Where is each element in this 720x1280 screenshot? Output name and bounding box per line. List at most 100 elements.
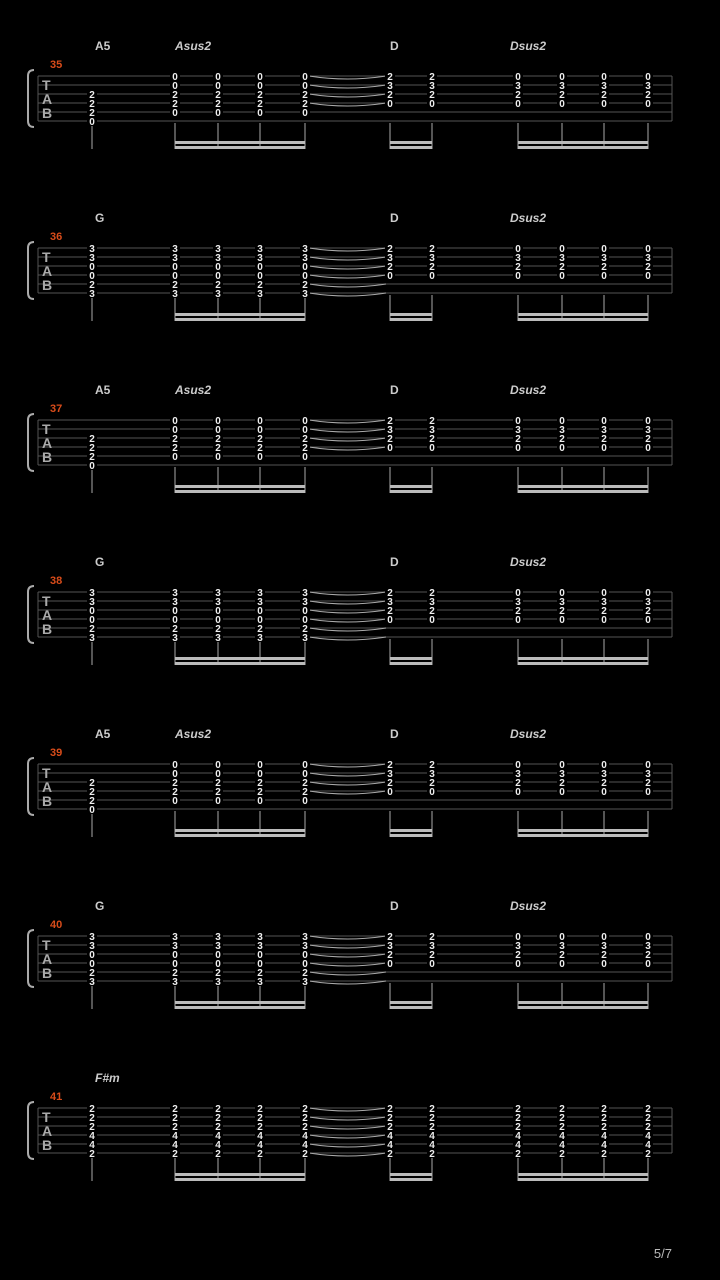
chord-label: Dsus2 bbox=[510, 899, 546, 913]
fret-number: 0 bbox=[601, 615, 607, 626]
svg-text:B: B bbox=[42, 621, 52, 637]
fret-number: 0 bbox=[172, 796, 178, 807]
fret-number: 0 bbox=[89, 805, 95, 816]
fret-number: 0 bbox=[302, 796, 308, 807]
fret-number: 2 bbox=[172, 1149, 178, 1160]
fret-number: 0 bbox=[257, 796, 263, 807]
fret-number: 0 bbox=[429, 959, 435, 970]
fret-number: 2 bbox=[429, 1149, 435, 1160]
fret-number: 2 bbox=[515, 1149, 521, 1160]
chord-label: Asus2 bbox=[174, 39, 211, 53]
fret-number: 0 bbox=[645, 959, 651, 970]
chord-label: Asus2 bbox=[174, 727, 211, 741]
fret-number: 0 bbox=[515, 787, 521, 798]
chord-label: G bbox=[95, 899, 104, 913]
fret-number: 3 bbox=[215, 633, 221, 644]
bar-number: 35 bbox=[50, 59, 62, 71]
fret-number: 0 bbox=[172, 108, 178, 119]
fret-number: 2 bbox=[601, 1149, 607, 1160]
fret-number: 3 bbox=[257, 977, 263, 988]
fret-number: 0 bbox=[645, 787, 651, 798]
fret-number: 0 bbox=[559, 271, 565, 282]
fret-number: 3 bbox=[89, 633, 95, 644]
fret-number: 3 bbox=[172, 977, 178, 988]
chord-label: D bbox=[390, 383, 399, 397]
fret-number: 0 bbox=[387, 99, 393, 110]
chord-label: A5 bbox=[95, 727, 111, 741]
fret-number: 0 bbox=[601, 787, 607, 798]
fret-number: 0 bbox=[387, 271, 393, 282]
fret-number: 0 bbox=[515, 271, 521, 282]
fret-number: 0 bbox=[559, 787, 565, 798]
fret-number: 0 bbox=[215, 452, 221, 463]
bar-number: 39 bbox=[50, 747, 62, 759]
fret-number: 2 bbox=[302, 1149, 308, 1160]
fret-number: 0 bbox=[302, 452, 308, 463]
fret-number: 0 bbox=[601, 443, 607, 454]
fret-number: 3 bbox=[172, 289, 178, 300]
svg-text:B: B bbox=[42, 1137, 52, 1153]
fret-number: 0 bbox=[601, 271, 607, 282]
fret-number: 3 bbox=[302, 289, 308, 300]
bar-number: 38 bbox=[50, 575, 62, 587]
fret-number: 0 bbox=[601, 99, 607, 110]
bar-number: 36 bbox=[50, 231, 62, 243]
fret-number: 0 bbox=[172, 452, 178, 463]
fret-number: 2 bbox=[645, 1149, 651, 1160]
chord-label: A5 bbox=[95, 383, 111, 397]
chord-label: D bbox=[390, 727, 399, 741]
fret-number: 0 bbox=[559, 959, 565, 970]
fret-number: 0 bbox=[429, 99, 435, 110]
fret-number: 3 bbox=[89, 977, 95, 988]
fret-number: 0 bbox=[215, 108, 221, 119]
fret-number: 0 bbox=[429, 443, 435, 454]
svg-text:B: B bbox=[42, 965, 52, 981]
fret-number: 2 bbox=[257, 1149, 263, 1160]
fret-number: 3 bbox=[257, 633, 263, 644]
fret-number: 0 bbox=[387, 787, 393, 798]
svg-text:B: B bbox=[42, 793, 52, 809]
fret-number: 0 bbox=[387, 615, 393, 626]
fret-number: 0 bbox=[387, 443, 393, 454]
fret-number: 0 bbox=[302, 108, 308, 119]
chord-label: D bbox=[390, 555, 399, 569]
fret-number: 0 bbox=[645, 99, 651, 110]
fret-number: 0 bbox=[559, 443, 565, 454]
chord-label: D bbox=[390, 39, 399, 53]
fret-number: 0 bbox=[601, 959, 607, 970]
fret-number: 3 bbox=[89, 289, 95, 300]
fret-number: 2 bbox=[559, 1149, 565, 1160]
svg-text:B: B bbox=[42, 449, 52, 465]
fret-number: 3 bbox=[172, 633, 178, 644]
guitar-tab-page: TAB35A5Asus2DDsus22220002200022000220002… bbox=[0, 0, 720, 1280]
fret-number: 0 bbox=[515, 959, 521, 970]
fret-number: 0 bbox=[559, 615, 565, 626]
bar-number: 41 bbox=[50, 1091, 62, 1103]
fret-number: 0 bbox=[89, 461, 95, 472]
fret-number: 3 bbox=[302, 977, 308, 988]
svg-text:B: B bbox=[42, 277, 52, 293]
fret-number: 2 bbox=[215, 1149, 221, 1160]
chord-label: Dsus2 bbox=[510, 211, 546, 225]
chord-label: Dsus2 bbox=[510, 39, 546, 53]
chord-label: Dsus2 bbox=[510, 727, 546, 741]
chord-label: G bbox=[95, 211, 104, 225]
fret-number: 3 bbox=[215, 289, 221, 300]
fret-number: 0 bbox=[645, 443, 651, 454]
chord-label: Asus2 bbox=[174, 383, 211, 397]
fret-number: 0 bbox=[429, 271, 435, 282]
fret-number: 3 bbox=[215, 977, 221, 988]
fret-number: 3 bbox=[257, 289, 263, 300]
svg-text:B: B bbox=[42, 105, 52, 121]
fret-number: 0 bbox=[429, 787, 435, 798]
chord-label: Dsus2 bbox=[510, 383, 546, 397]
chord-label: D bbox=[390, 211, 399, 225]
bar-number: 40 bbox=[50, 919, 62, 931]
fret-number: 0 bbox=[215, 796, 221, 807]
fret-number: 2 bbox=[89, 1149, 95, 1160]
fret-number: 0 bbox=[257, 108, 263, 119]
bar-number: 37 bbox=[50, 403, 62, 415]
fret-number: 0 bbox=[387, 959, 393, 970]
fret-number: 0 bbox=[257, 452, 263, 463]
fret-number: 0 bbox=[515, 443, 521, 454]
